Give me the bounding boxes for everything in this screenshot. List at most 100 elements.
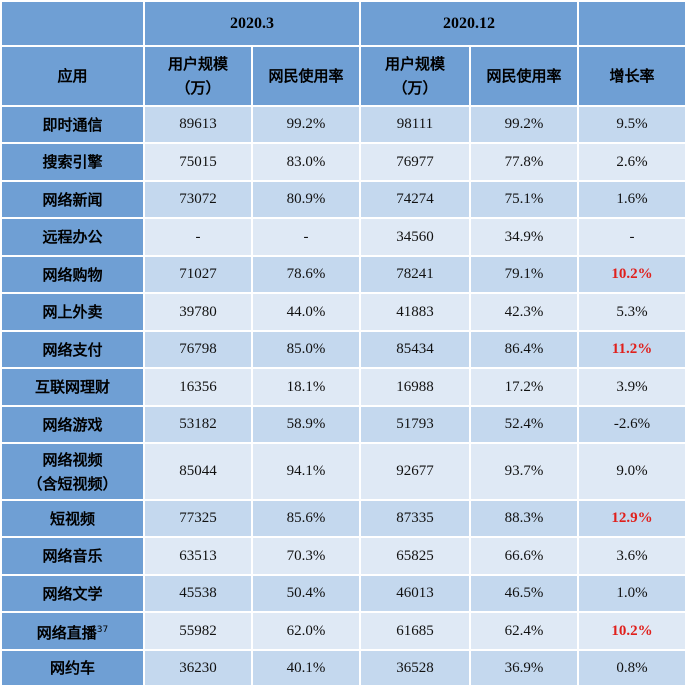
rate-2020-12-cell: 36.9% (469, 649, 579, 687)
rate-2020-3-cell: 44.0% (251, 292, 361, 332)
growth-cell: 1.0% (577, 574, 685, 613)
table-row: 网络新闻 73072 80.9% 74274 75.1% 1.6% (0, 180, 685, 219)
rate-2020-3-cell: 18.1% (251, 367, 361, 407)
rate-2020-3-cell: 70.3% (251, 536, 361, 576)
rate-2020-3-cell: 78.6% (251, 255, 361, 294)
app-name: 互联网理财 (34, 378, 110, 396)
users-2020-3-cell: - (143, 217, 253, 257)
users-2020-12-cell: 65825 (359, 536, 471, 576)
users-2020-3-cell: 16356 (143, 367, 253, 407)
users-2020-12-cell: 41883 (359, 292, 471, 332)
app-name: 网络购物 (42, 265, 103, 284)
app-name-cell: 网络视频 （含短视频） (0, 442, 145, 501)
app-name-cell: 网络支付 (0, 330, 145, 369)
app-name-cell: 网约车 (0, 649, 145, 687)
app-name-cell: 网络音乐 (0, 536, 145, 576)
users-2020-12-cell: 36528 (359, 649, 471, 687)
header-app: 应用 (0, 45, 145, 107)
rate-2020-12-cell: 42.3% (469, 292, 579, 332)
rate-2020-3-cell: 50.4% (251, 574, 361, 613)
app-name: 网络游戏 (42, 415, 103, 434)
app-name-cell: 网络购物 (0, 255, 145, 294)
users-2020-12-cell: 85434 (359, 330, 471, 369)
header-users-line1: 用户规模 (384, 55, 445, 73)
users-2020-3-cell: 39780 (143, 292, 253, 332)
growth-cell: 3.9% (577, 367, 685, 407)
growth-cell: - (577, 217, 685, 257)
app-name: 网络视频 (42, 450, 103, 469)
rate-2020-12-cell: 86.4% (469, 330, 579, 369)
rate-2020-3-cell: 58.9% (251, 405, 361, 444)
users-2020-3-cell: 77325 (143, 499, 253, 538)
users-2020-3-cell: 71027 (143, 255, 253, 294)
rate-2020-3-cell: 40.1% (251, 649, 361, 687)
table-row: 网上外卖 39780 44.0% 41883 42.3% 5.3% (0, 292, 685, 332)
app-name-cell: 网络文学 (0, 574, 145, 613)
rate-2020-12-cell: 62.4% (469, 611, 579, 651)
users-2020-12-cell: 92677 (359, 442, 471, 501)
table-body: 即时通信 89613 99.2% 98111 99.2% 9.5% 搜索引擎 75015 83.… (0, 105, 685, 687)
header-rate-2020-12: 网民使用率 (469, 45, 579, 107)
rate-2020-12-cell: 34.9% (469, 217, 579, 257)
growth-cell: 0.8% (577, 649, 685, 687)
users-2020-12-cell: 34560 (359, 217, 471, 257)
app-name: 搜索引擎 (42, 153, 103, 171)
table-row: 网约车 36230 40.1% 36528 36.9% 0.8% (0, 649, 685, 687)
growth-cell: 2.6% (577, 142, 685, 182)
table-row: 网络购物 71027 78.6% 78241 79.1% 10.2% (0, 255, 685, 294)
users-2020-3-cell: 53182 (143, 405, 253, 444)
users-2020-3-cell: 63513 (143, 536, 253, 576)
app-name-cell: 网络新闻 (0, 180, 145, 219)
table-row: 远程办公 - -34560 34.9% - (0, 217, 685, 257)
app-name-cell: 即时通信 (0, 105, 145, 144)
rate-2020-3-cell: 80.9% (251, 180, 361, 219)
rate-2020-12-cell: 75.1% (469, 180, 579, 219)
app-name-cell: 网络游戏 (0, 405, 145, 444)
users-2020-12-cell: 51793 (359, 405, 471, 444)
app-name-cell: 网络直播37 (0, 611, 145, 651)
table-row: 即时通信 89613 99.2% 98111 99.2% 9.5% (0, 105, 685, 144)
rate-2020-12-cell: 93.7% (469, 442, 579, 501)
rate-2020-12-cell: 17.2% (469, 367, 579, 407)
growth-cell: 9.0% (577, 442, 685, 501)
app-name-cell: 远程办公 (0, 217, 145, 257)
rate-2020-3-cell: 62.0% (251, 611, 361, 651)
users-2020-12-cell: 46013 (359, 574, 471, 613)
app-name: 网约车 (49, 659, 95, 677)
app-name: 即时通信 (42, 115, 103, 134)
app-name: 网络支付 (42, 340, 103, 359)
app-name-cell: 搜索引擎 (0, 142, 145, 182)
rate-2020-12-cell: 66.6% (469, 536, 579, 576)
users-2020-12-cell: 87335 (359, 499, 471, 538)
rate-2020-3-cell: 85.0% (251, 330, 361, 369)
table-row: 互联网理财 16356 18.1% 16988 17.2% 3.9% (0, 367, 685, 407)
users-2020-12-cell: 78241 (359, 255, 471, 294)
table-row: 网络音乐 63513 70.3% 65825 66.6% 3.6% (0, 536, 685, 576)
header-users-2020-3: 用户规模 （万） (143, 45, 253, 107)
app-name-cell: 网上外卖 (0, 292, 145, 332)
table-row: 网络视频 （含短视频） 85044 94.1% 92677 93.7% 9.0% (0, 442, 685, 501)
table-row: 网络文学 45538 50.4% 46013 46.5% 1.0% (0, 574, 685, 613)
rate-2020-12-cell: 99.2% (469, 105, 579, 144)
table-row: 网络游戏 53182 58.9% 51793 52.4% -2.6% (0, 405, 685, 444)
footnote-marker: 37 (96, 624, 109, 635)
app-name: 网络直播 (36, 623, 97, 642)
users-2020-3-cell: 89613 (143, 105, 253, 144)
growth-cell: 12.9% (577, 499, 685, 538)
app-name: 远程办公 (42, 228, 103, 246)
app-name: 网络文学 (42, 584, 103, 603)
rate-2020-3-cell: 85.6% (251, 499, 361, 538)
users-2020-3-cell: 36230 (143, 649, 253, 687)
growth-cell: 10.2% (577, 611, 685, 651)
app-name: 短视频 (49, 509, 95, 528)
users-2020-3-cell: 76798 (143, 330, 253, 369)
app-name-cell: 互联网理财 (0, 367, 145, 407)
header-users-2020-12: 用户规模 （万） (359, 45, 471, 107)
growth-cell: -2.6% (577, 405, 685, 444)
rate-2020-3-cell: 83.0% (251, 142, 361, 182)
growth-cell: 11.2% (577, 330, 685, 369)
app-name-note: （含短视频） (27, 474, 118, 493)
header-growth: 增长率 (577, 45, 685, 107)
growth-cell: 5.3% (577, 292, 685, 332)
app-name: 网上外卖 (42, 303, 103, 321)
